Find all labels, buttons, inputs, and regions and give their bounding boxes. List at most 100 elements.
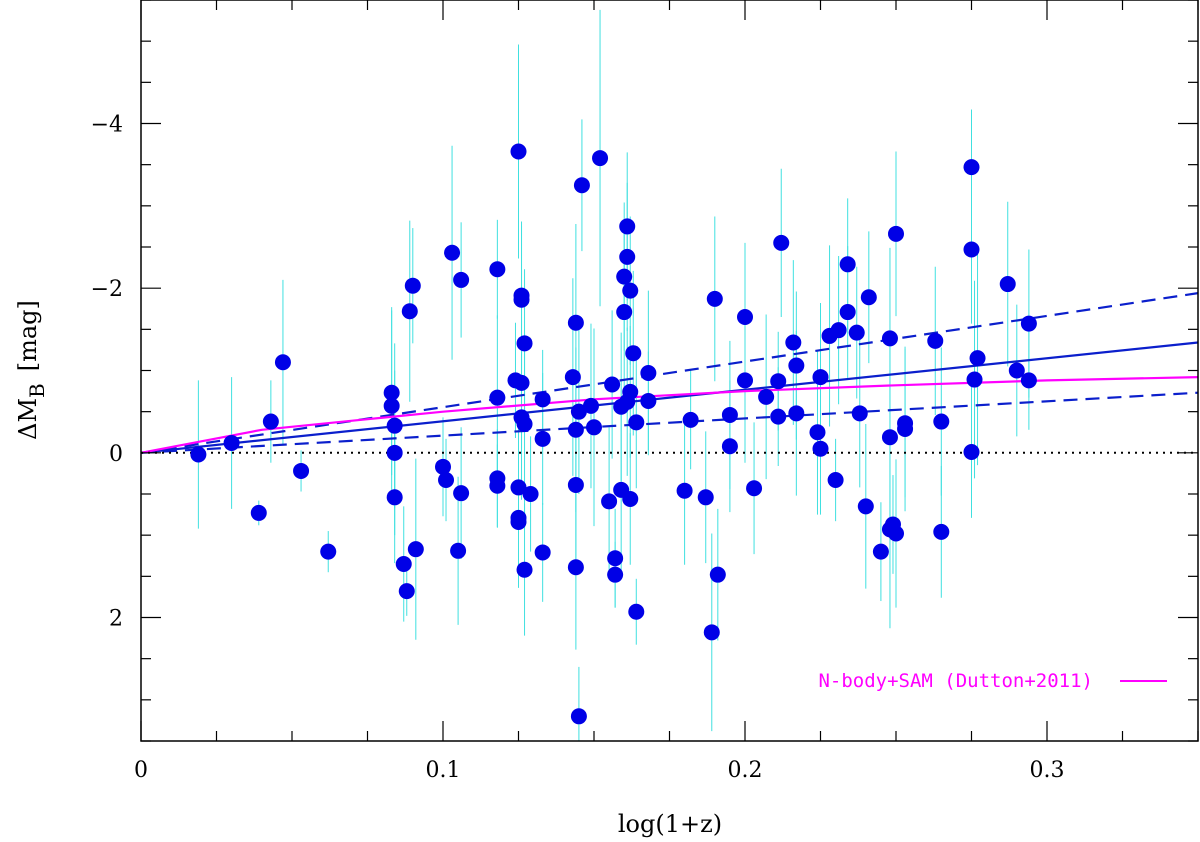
data-point xyxy=(897,415,914,432)
data-point xyxy=(785,334,802,351)
data-point xyxy=(721,438,738,455)
trend-lines xyxy=(140,292,1199,454)
y-tick-label: −4 xyxy=(91,113,123,138)
data-point xyxy=(839,304,856,321)
data-point xyxy=(788,405,805,422)
data-point xyxy=(401,303,418,320)
x-tick-label: 0.1 xyxy=(426,758,461,783)
fit-lower-line xyxy=(140,391,1199,454)
data-point xyxy=(489,389,506,406)
data-point xyxy=(1008,362,1025,379)
data-point xyxy=(709,566,726,583)
data-point xyxy=(398,583,415,600)
legend-label: N-body+SAM (Dutton+2011) xyxy=(818,670,1093,692)
x-tick-label: 0 xyxy=(134,758,148,783)
data-point xyxy=(872,543,889,560)
data-point xyxy=(516,561,533,578)
data-point xyxy=(788,357,805,374)
data-point xyxy=(586,419,602,436)
data-point xyxy=(262,413,279,430)
plot-frame xyxy=(140,0,1199,742)
data-point xyxy=(770,408,787,425)
y-tick-label: −2 xyxy=(91,277,123,302)
data-point xyxy=(223,434,240,451)
data-point xyxy=(628,414,645,431)
data-point xyxy=(933,413,950,430)
data-point xyxy=(567,559,584,576)
data-point xyxy=(758,388,775,405)
x-tick-label: 0.2 xyxy=(728,758,763,783)
data-point xyxy=(592,150,609,167)
data-point xyxy=(510,479,527,496)
data-point xyxy=(570,708,587,725)
data-point xyxy=(622,282,639,299)
data-point xyxy=(963,241,980,258)
data-point xyxy=(383,397,400,414)
data-point xyxy=(567,314,584,331)
y-tick-label: 0 xyxy=(109,442,123,467)
data-point xyxy=(607,566,624,583)
y-axis-title-main: ΔM xyxy=(14,398,42,440)
data-point xyxy=(534,430,551,447)
data-point xyxy=(601,493,618,510)
data-point xyxy=(386,444,403,461)
data-point xyxy=(534,391,551,408)
data-point xyxy=(567,421,584,438)
data-point xyxy=(927,332,944,349)
data-point xyxy=(969,350,986,367)
data-point xyxy=(604,376,621,393)
data-point xyxy=(888,525,904,542)
data-point xyxy=(703,624,720,641)
y-axis-title-sub: B xyxy=(25,383,49,398)
data-point xyxy=(851,405,868,422)
data-point xyxy=(395,555,412,572)
data-point xyxy=(386,417,403,434)
data-point xyxy=(516,416,533,433)
data-point xyxy=(386,489,403,506)
data-point xyxy=(1020,315,1037,332)
data-point xyxy=(881,429,898,446)
data-point xyxy=(320,543,337,560)
data-point xyxy=(966,371,983,388)
data-point xyxy=(510,143,527,160)
data-point xyxy=(770,373,787,390)
data-point xyxy=(570,403,587,420)
data-point xyxy=(881,330,898,347)
data-point xyxy=(773,234,790,251)
data-point xyxy=(999,276,1016,293)
fit-line xyxy=(140,341,1199,454)
data-point xyxy=(830,322,847,339)
data-point xyxy=(573,177,590,194)
data-point xyxy=(1020,372,1037,389)
data-point xyxy=(564,369,581,386)
data-point xyxy=(640,392,657,409)
x-tick-label: 0.3 xyxy=(1030,758,1065,783)
data-point xyxy=(622,490,639,507)
data-point xyxy=(857,498,874,515)
data-point xyxy=(513,291,530,308)
data-point xyxy=(582,397,599,414)
axis-ticks xyxy=(140,0,1199,742)
data-point xyxy=(746,480,763,497)
data-point xyxy=(438,472,455,489)
data-point xyxy=(812,369,829,386)
data-point xyxy=(860,289,877,306)
data-point xyxy=(625,345,642,362)
model-line xyxy=(140,376,1199,454)
data-point xyxy=(697,489,714,506)
data-point xyxy=(963,444,980,461)
data-point xyxy=(888,225,904,242)
data-point xyxy=(812,440,829,457)
data-point xyxy=(607,550,624,567)
data-point xyxy=(404,277,421,294)
data-point xyxy=(622,383,639,400)
data-point xyxy=(963,159,980,176)
data-point xyxy=(274,354,291,371)
data-point xyxy=(682,411,699,428)
fit-upper-line xyxy=(140,292,1199,454)
data-point xyxy=(616,304,633,321)
data-point xyxy=(453,485,470,502)
x-tick-labels: 0 0.1 0.2 0.3 xyxy=(134,758,1065,783)
data-point xyxy=(435,458,451,475)
